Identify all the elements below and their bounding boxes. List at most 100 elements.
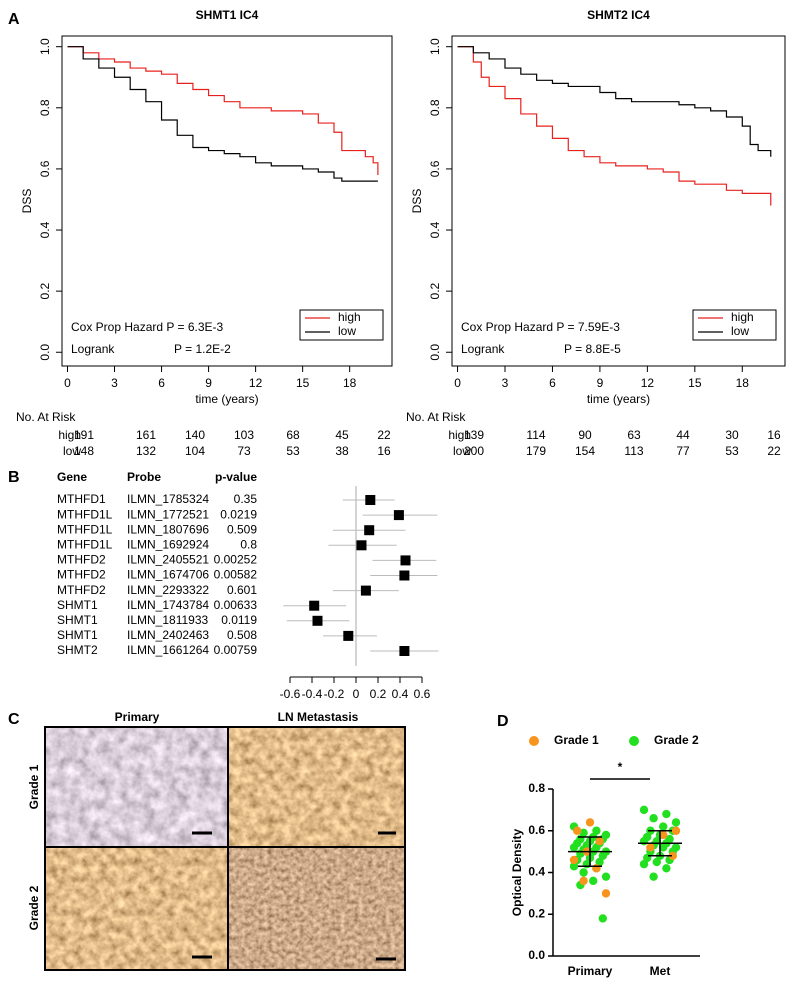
p-value: 0.508 bbox=[227, 628, 257, 642]
y-tick-label: 0.4 bbox=[428, 221, 442, 238]
probe: ILMN_1674706 bbox=[127, 568, 209, 582]
x-tick-label: 0.2 bbox=[370, 687, 387, 701]
legend-label: Grade 1 bbox=[554, 733, 599, 747]
data-point bbox=[668, 851, 677, 860]
x-tick-label: 18 bbox=[736, 376, 750, 390]
y-axis-label: DSS bbox=[20, 189, 34, 214]
annotation: Logrank bbox=[461, 342, 505, 356]
data-point bbox=[598, 914, 607, 923]
data-point bbox=[649, 814, 658, 823]
probe: ILMN_2402463 bbox=[127, 628, 209, 642]
p-value: 0.0219 bbox=[220, 507, 257, 521]
x-tick-label: 18 bbox=[343, 376, 357, 390]
p-value: 0.00633 bbox=[214, 598, 258, 612]
survival-curve bbox=[67, 46, 378, 182]
gene: SHMT1 bbox=[57, 613, 98, 627]
p-value: 0.00759 bbox=[214, 643, 258, 657]
risk-count: 154 bbox=[575, 444, 595, 458]
risk-row-name: high bbox=[448, 428, 471, 442]
y-tick-label: 0.4 bbox=[38, 221, 52, 238]
annotation: Cox Prop Hazard P = 6.3E-3 bbox=[71, 320, 224, 334]
data-point bbox=[595, 857, 604, 867]
risk-count: 139 bbox=[464, 428, 484, 442]
data-point bbox=[639, 836, 649, 846]
panel-letter: D bbox=[497, 713, 509, 730]
data-point bbox=[639, 805, 649, 815]
y-axis-label: Optical Density bbox=[510, 828, 524, 916]
legend-swatch bbox=[629, 736, 639, 746]
estimate bbox=[393, 510, 404, 521]
legend-label: low bbox=[731, 324, 749, 338]
y-tick-label: 0.0 bbox=[428, 344, 442, 361]
probe: ILMN_2405521 bbox=[127, 553, 209, 567]
legend-swatch bbox=[529, 736, 539, 746]
gene: MTHFD1L bbox=[57, 507, 113, 521]
gene: SHMT1 bbox=[57, 598, 98, 612]
legend-box bbox=[692, 309, 777, 341]
estimate bbox=[399, 646, 410, 656]
y-tick-label: 0.2 bbox=[428, 282, 442, 299]
data-point bbox=[569, 855, 579, 865]
y-axis-label: DSS bbox=[410, 189, 424, 214]
risk-table-title: No. At Risk bbox=[406, 410, 466, 424]
y-tick-label: 0.0 bbox=[38, 344, 52, 361]
risk-count: 132 bbox=[136, 444, 156, 458]
x-tick-label: 9 bbox=[597, 376, 604, 390]
x-tick-label: 12 bbox=[249, 376, 263, 390]
x-axis-label: time (years) bbox=[587, 392, 650, 406]
data-point bbox=[573, 826, 582, 835]
significance-label: * bbox=[618, 760, 623, 774]
gene: MTHFD1L bbox=[57, 522, 113, 536]
estimate bbox=[309, 600, 320, 611]
gene: MTHFD2 bbox=[57, 583, 106, 597]
risk-count: 53 bbox=[725, 444, 739, 458]
row-label: Grade 2 bbox=[27, 885, 41, 930]
y-tick-label: 0.6 bbox=[38, 160, 52, 177]
x-tick-label: 6 bbox=[549, 376, 556, 390]
x-tick-label: -0.6 bbox=[280, 687, 301, 701]
x-tick-label: -0.2 bbox=[324, 687, 345, 701]
y-tick-label: 0.8 bbox=[38, 99, 52, 116]
probe: ILMN_1811933 bbox=[127, 613, 208, 627]
y-tick-label: 0.2 bbox=[528, 906, 545, 920]
data-point bbox=[662, 864, 671, 873]
gene: SHMT2 bbox=[57, 643, 98, 657]
probe: ILMN_1661264 bbox=[127, 643, 209, 657]
risk-count: 161 bbox=[136, 428, 156, 442]
column-header: p-value bbox=[215, 470, 257, 484]
risk-row-name: low bbox=[63, 444, 81, 458]
annotation: P = 8.8E-5 bbox=[564, 342, 621, 356]
chart-title: SHMT2 IC4 bbox=[587, 8, 650, 22]
y-tick-label: 0.8 bbox=[428, 99, 442, 116]
column-label: Primary bbox=[115, 710, 160, 724]
micrograph bbox=[45, 847, 228, 970]
x-tick-label: 0 bbox=[353, 687, 360, 701]
micrograph bbox=[228, 847, 405, 970]
data-point bbox=[639, 859, 649, 869]
annotation: P = 1.2E-2 bbox=[174, 342, 231, 356]
legend-label: high bbox=[731, 310, 754, 324]
legend-label: high bbox=[338, 310, 361, 324]
risk-count: 63 bbox=[627, 428, 641, 442]
image-frame bbox=[44, 726, 406, 971]
x-tick-label: 0 bbox=[64, 376, 71, 390]
legend-label: low bbox=[338, 324, 356, 338]
column-label: LN Metastasis bbox=[278, 710, 359, 724]
data-point bbox=[659, 830, 668, 840]
risk-row-name: high bbox=[58, 428, 81, 442]
panel-letter: B bbox=[8, 469, 20, 486]
x-tick-label: 15 bbox=[296, 376, 310, 390]
data-point bbox=[592, 826, 601, 835]
plot-frame bbox=[61, 35, 393, 367]
y-tick-label: 0.6 bbox=[528, 823, 545, 837]
p-value: 0.00252 bbox=[214, 553, 258, 567]
gene: MTHFD1L bbox=[57, 537, 113, 551]
estimate bbox=[364, 525, 375, 536]
data-point bbox=[592, 864, 601, 873]
gene: MTHFD2 bbox=[57, 568, 106, 582]
risk-count: 140 bbox=[185, 428, 205, 442]
risk-count: 148 bbox=[74, 444, 94, 458]
data-point bbox=[595, 836, 604, 846]
survival-curve bbox=[457, 46, 772, 157]
risk-count: 104 bbox=[185, 444, 205, 458]
